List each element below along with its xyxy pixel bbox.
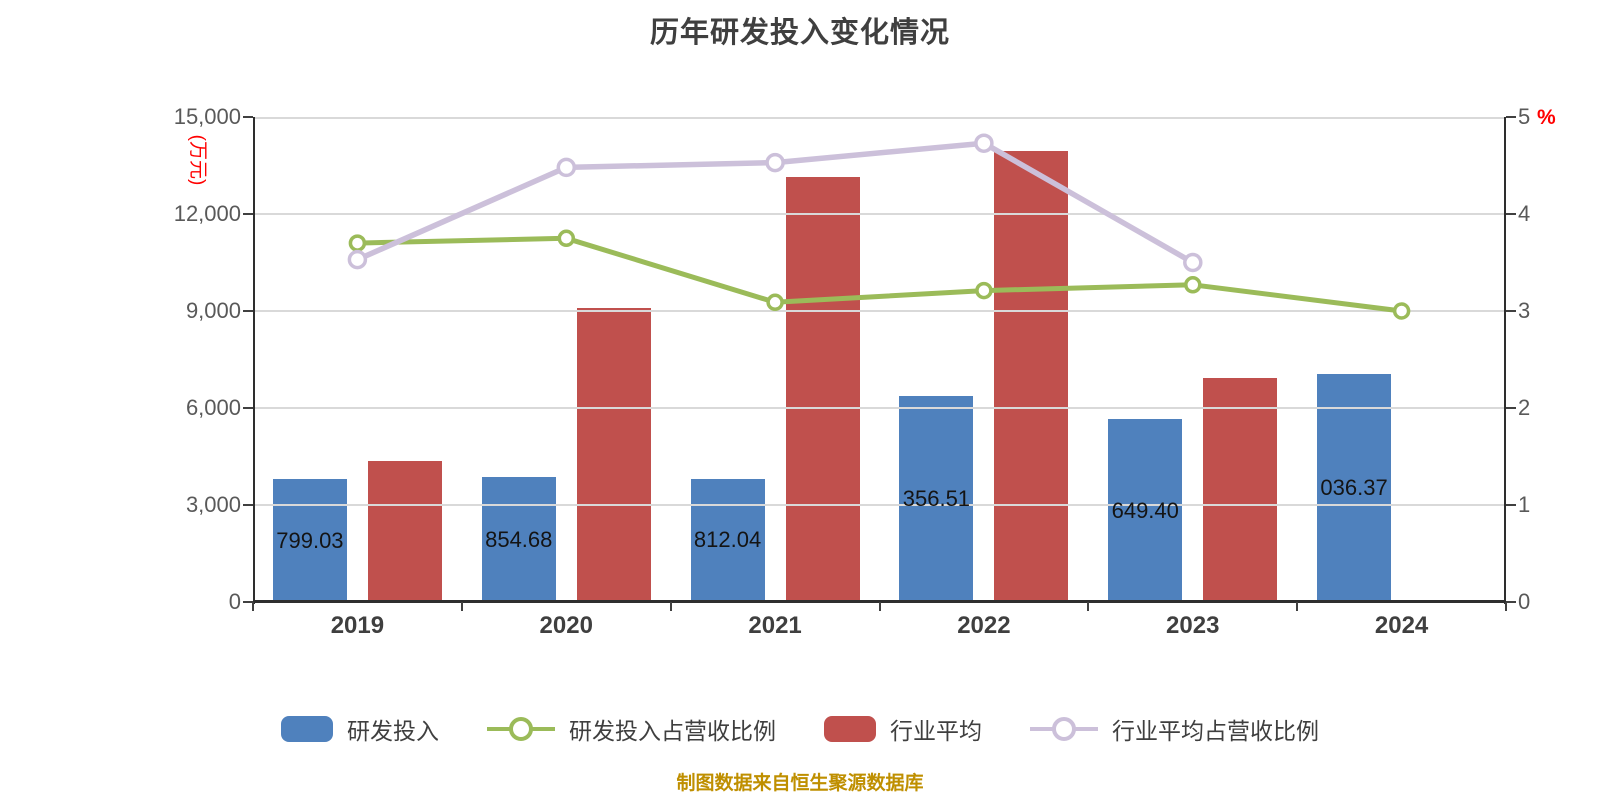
right-axis-tick	[1506, 504, 1516, 506]
bar-value-label: 356.51	[902, 486, 971, 512]
rd-revenue-ratio-marker	[1184, 276, 1202, 294]
left-axis-tick	[243, 310, 253, 312]
x-axis-line	[253, 600, 1506, 603]
bar-value-label: 799.03	[276, 527, 344, 553]
bar-value-label: 854.68	[485, 526, 553, 552]
data-source-caption: 制图数据来自恒生聚源数据库	[676, 773, 924, 794]
legend-item-industry-average[interactable]: 行业平均	[824, 712, 982, 746]
industry-average-bar-2019	[367, 460, 442, 602]
left-axis-tick-label: 3,000	[185, 492, 241, 517]
x-axis-category-label: 2022	[957, 612, 1011, 639]
chart-title: 历年研发投入变化情况	[649, 17, 950, 49]
left-axis-tick-label: 9,000	[185, 298, 241, 323]
left-axis-tick	[243, 504, 253, 506]
x-axis-tick	[252, 602, 254, 611]
right-axis-tick-label: 5	[1518, 104, 1531, 129]
industry-average-bar-2020	[576, 307, 651, 602]
rd-investment-bar-2020	[481, 477, 556, 602]
legend-item-rd-investment[interactable]: 研发投入	[281, 712, 439, 746]
x-axis-tick	[1296, 602, 1299, 611]
gridline	[253, 504, 1506, 506]
right-axis-unit-label: %	[1537, 106, 1556, 129]
rd-investment-bar-2023	[1108, 419, 1183, 602]
rd-ratio-line-swatch-icon	[487, 715, 555, 743]
right-axis-tick-label: 1	[1518, 492, 1531, 517]
rd-investment-bar-2022	[899, 396, 974, 602]
bar-value-label: 812.04	[693, 527, 762, 553]
x-axis-tick	[669, 602, 672, 611]
right-axis-tick-label: 2	[1518, 395, 1531, 420]
x-axis-category-label: 2023	[1166, 612, 1220, 639]
industry-revenue-ratio-marker	[347, 249, 368, 270]
rd-investment-bar-2024	[1317, 374, 1392, 602]
left-axis-tick	[243, 213, 253, 215]
bar-value-label: 036.37	[1320, 475, 1388, 501]
rd-revenue-ratio-line	[354, 235, 1405, 314]
right-axis-tick	[1506, 213, 1516, 215]
right-axis-line	[1504, 117, 1506, 604]
x-axis-tick	[1505, 602, 1507, 611]
bar-value-label: 649.40	[1111, 497, 1179, 523]
industry-average-bar-2022	[994, 150, 1069, 602]
left-axis-line	[253, 117, 255, 604]
right-axis-tick	[1506, 310, 1516, 312]
left-axis-tick-label: 12,000	[173, 201, 241, 226]
gridline	[253, 407, 1506, 409]
industry-ratio-line-swatch-icon	[1030, 715, 1098, 743]
x-axis-tick	[1087, 602, 1090, 611]
legend-label: 行业平均	[890, 718, 982, 744]
x-axis-category-label: 2019	[330, 612, 385, 639]
legend-item-industry-revenue-ratio[interactable]: 行业平均占营收比例	[1030, 712, 1319, 746]
x-axis-category-label: 2020	[539, 612, 593, 639]
right-axis-tick-label: 0	[1518, 589, 1531, 614]
left-axis-tick-label: 6,000	[185, 395, 241, 420]
rd-investment-bar-2019	[272, 479, 347, 602]
industry-revenue-ratio-marker	[556, 157, 577, 178]
legend-label: 行业平均占营收比例	[1112, 718, 1319, 744]
industry-revenue-ratio-marker	[765, 152, 785, 173]
industry-revenue-ratio-marker	[974, 133, 994, 153]
rd-revenue-ratio-marker	[557, 229, 576, 248]
legend-item-rd-revenue-ratio[interactable]: 研发投入占营收比例	[487, 712, 776, 746]
x-axis-tick	[878, 602, 881, 611]
legend-label: 研发投入	[347, 718, 439, 744]
left-axis-tick	[243, 601, 253, 603]
right-axis-tick-label: 4	[1518, 201, 1531, 226]
x-axis-category-label: 2024	[1374, 612, 1429, 639]
gridline	[253, 117, 1506, 119]
industry-revenue-ratio-marker	[1183, 252, 1203, 273]
right-axis-tick	[1506, 601, 1516, 603]
left-axis-tick-label: 0	[228, 589, 241, 614]
rd-investment-bar-2021	[690, 478, 765, 602]
left-axis-tick-label: 15,000	[173, 104, 241, 129]
plot-area: 799.03 854.68 812.04 356.51 649.40 036.37	[243, 116, 1516, 611]
chart-legend: 研发投入 研发投入占营收比例 行业平均 行业平均占营收比例	[0, 712, 1600, 746]
right-axis-tick	[1506, 407, 1516, 409]
rd-investment-swatch-icon	[281, 716, 333, 742]
right-axis-tick	[1506, 116, 1516, 118]
legend-label: 研发投入占营收比例	[569, 718, 776, 744]
gridline	[253, 310, 1506, 312]
rd-revenue-ratio-marker	[975, 281, 993, 300]
industry-average-swatch-icon	[824, 716, 876, 742]
rd-revenue-ratio-marker	[348, 234, 367, 252]
x-axis-tick	[460, 602, 463, 611]
rd-revenue-ratio-marker	[766, 293, 784, 312]
right-axis-tick-label: 3	[1518, 298, 1531, 323]
left-axis-tick	[243, 407, 253, 409]
x-axis-category-label: 2021	[748, 612, 802, 639]
industry-average-bar-2023	[1203, 377, 1278, 602]
left-axis-tick	[243, 116, 253, 118]
industry-average-bar-2021	[785, 177, 860, 602]
gridline	[253, 213, 1506, 215]
